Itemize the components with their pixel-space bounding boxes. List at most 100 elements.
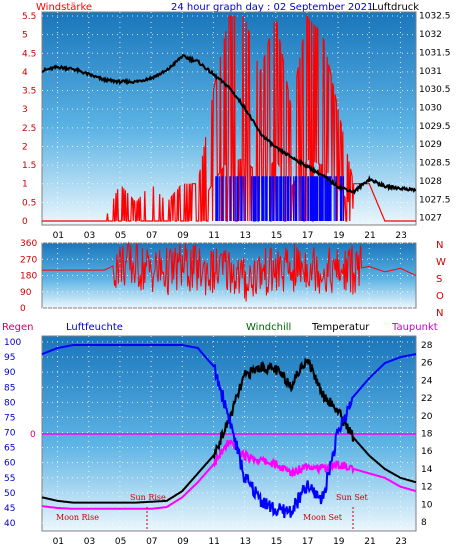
legend-luftfeuchte: Luftfeuchte xyxy=(66,322,123,333)
temperature-tick-label: 22 xyxy=(421,394,432,404)
sun-set-label: Sun Set xyxy=(336,493,369,502)
pressure-tick-label: 1030 xyxy=(419,103,442,113)
hour-tick-label: 13 xyxy=(240,537,251,547)
humidity-axis: 100 95 90 85 80 75 70 65 60 55 50 45 40 xyxy=(4,338,21,529)
pressure-tick-label: 1027 xyxy=(419,214,442,224)
temperature-tick-label: 8 xyxy=(421,518,427,528)
legend-regen: Regen xyxy=(2,322,34,333)
pressure-tick-label: 1032 xyxy=(419,30,442,40)
temperature-tick-label: 28 xyxy=(421,341,433,351)
hour-axis-top: 01 03 05 07 09 11 13 15 17 19 21 23 xyxy=(53,231,407,241)
wind-tick-label: 0.5 xyxy=(22,198,36,208)
humidity-tick-label: 45 xyxy=(4,504,15,514)
graph-title: 24 hour graph day : 02 September 2021 xyxy=(171,2,373,13)
moon-rise-label: Moon Rise xyxy=(56,513,99,522)
hour-tick-label: 21 xyxy=(364,231,375,241)
pressure-tick-label: 1028 xyxy=(419,177,442,187)
hour-tick-label: 11 xyxy=(208,537,219,547)
humidity-tick-label: 85 xyxy=(4,383,15,393)
humidity-series xyxy=(41,344,417,519)
hour-tick-label: 05 xyxy=(115,231,126,241)
temperature-tick-label: 20 xyxy=(421,412,433,422)
hour-tick-label: 01 xyxy=(53,537,64,547)
pressure-tick-label: 1028.5 xyxy=(419,159,451,169)
pressure-tick-label: 1032.5 xyxy=(419,12,451,22)
humidity-tick-label: 65 xyxy=(4,444,15,454)
hour-tick-label: 07 xyxy=(146,537,157,547)
gust-series xyxy=(215,176,345,221)
direction-tick-label: 360 xyxy=(20,239,37,249)
wind-speed-series xyxy=(42,14,416,222)
humidity-tick-label: 50 xyxy=(4,489,16,499)
hour-tick-label: 03 xyxy=(84,537,95,547)
legend-windchill: Windchill xyxy=(246,322,291,333)
moon-set-label: Moon Set xyxy=(303,513,343,522)
pressure-axis: 1032.5 1032 1031.5 1031 1030.5 1030 1029.5 1029… xyxy=(419,12,451,224)
humidity-tick-label: 75 xyxy=(4,413,15,423)
humidity-tick-label: 80 xyxy=(4,398,16,408)
wind-axis: 5.5 5 4.5 4 3.5 3 2.5 2 1.5 1 0.5 0 xyxy=(22,12,36,227)
humidity-tick-label: 60 xyxy=(4,459,16,469)
compass-letter: N xyxy=(436,240,443,251)
pressure-tick-label: 1030.5 xyxy=(419,85,451,95)
legend-temperatur: Temperatur xyxy=(311,322,370,333)
hour-tick-label: 17 xyxy=(302,231,313,241)
hour-tick-label: 11 xyxy=(208,231,219,241)
dewpoint-series xyxy=(41,439,417,510)
hour-tick-label: 01 xyxy=(53,231,64,241)
hour-tick-label: 15 xyxy=(271,231,282,241)
wind-tick-label: 4 xyxy=(22,68,28,78)
humidity-tick-label: 95 xyxy=(4,353,15,363)
hour-tick-label: 21 xyxy=(364,537,375,547)
hour-axis-bottom: 01 03 05 07 09 11 13 15 17 19 21 23 xyxy=(53,537,407,547)
direction-tick-label: 180 xyxy=(20,272,37,282)
pressure-tick-label: 1029.5 xyxy=(419,122,451,132)
hour-tick-label: 23 xyxy=(395,537,406,547)
wind-tick-label: 5.5 xyxy=(22,12,36,22)
direction-tick-label: 0 xyxy=(20,304,26,314)
compass-letter: S xyxy=(436,274,442,285)
temperature-tick-label: 10 xyxy=(421,500,433,510)
wind-tick-label: 0 xyxy=(22,217,28,227)
sun-rise-label: Sun Rise xyxy=(130,493,166,502)
pressure-tick-label: 1031.5 xyxy=(419,48,451,58)
temperature-tick-label: 18 xyxy=(421,430,433,440)
hour-tick-label: 13 xyxy=(240,231,251,241)
pressure-tick-label: 1027.5 xyxy=(419,195,451,205)
hour-tick-label: 23 xyxy=(395,231,406,241)
hour-tick-label: 15 xyxy=(271,537,282,547)
pressure-tick-label: 1031 xyxy=(419,67,442,77)
hour-tick-label: 19 xyxy=(333,537,345,547)
hour-tick-label: 09 xyxy=(177,231,189,241)
wind-tick-label: 3.5 xyxy=(22,87,36,97)
wind-tick-label: 2 xyxy=(22,142,28,152)
wind-tick-label: 3 xyxy=(22,105,28,115)
wind-tick-label: 1.5 xyxy=(22,161,36,171)
humidity-tick-label: 70 xyxy=(4,429,16,439)
direction-tick-label: 90 xyxy=(20,288,32,298)
humidity-tick-label: 55 xyxy=(4,474,15,484)
temperature-tick-label: 26 xyxy=(421,359,433,369)
temperature-tick-label: 16 xyxy=(421,447,433,457)
wind-tick-label: 5 xyxy=(22,31,28,41)
hour-tick-label: 07 xyxy=(146,231,157,241)
temperature-axis: 28 26 24 22 20 18 16 14 12 10 8 xyxy=(421,341,433,528)
wind-tick-label: 2.5 xyxy=(22,124,36,134)
direction-tick-label: 270 xyxy=(20,255,37,265)
wind-tick-label: 4.5 xyxy=(22,49,36,59)
humidity-tick-label: 90 xyxy=(4,368,16,378)
hour-tick-label: 09 xyxy=(177,537,189,547)
windstaerke-label: Windstärke xyxy=(36,2,92,13)
hour-tick-label: 03 xyxy=(84,231,95,241)
direction-axis: 360 270 180 90 0 xyxy=(20,239,37,314)
rain-zero-label: 0 xyxy=(30,430,36,440)
temperature-tick-label: 12 xyxy=(421,483,432,493)
compass-letter: O xyxy=(436,291,444,302)
temperature-tick-label: 14 xyxy=(421,465,433,475)
pressure-series xyxy=(41,54,417,195)
compass-letter: N xyxy=(436,308,443,319)
pressure-tick-label: 1029 xyxy=(419,140,442,150)
wind-direction-series xyxy=(42,241,417,302)
